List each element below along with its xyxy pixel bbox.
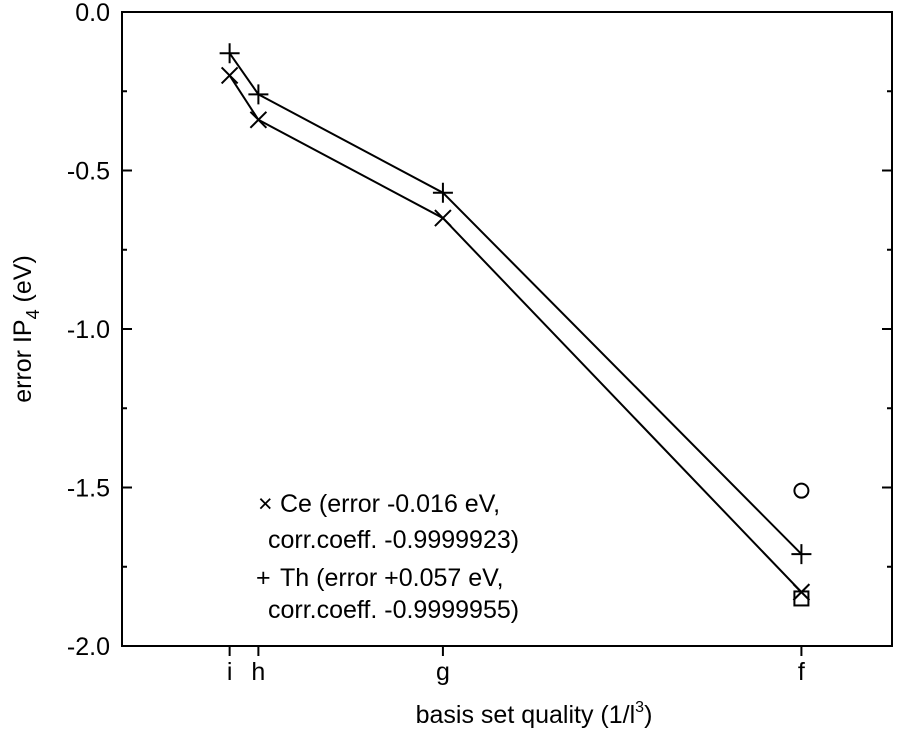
x-tick-label: i [227, 658, 233, 686]
point-th [219, 43, 240, 64]
markers [219, 43, 812, 607]
point-ce [249, 111, 268, 129]
point-th [791, 544, 812, 565]
ticks [122, 11, 892, 656]
legend-marker-ce: × [258, 490, 273, 518]
y-tick-label: -1.5 [67, 475, 110, 503]
series-line-ce [228, 74, 803, 593]
legend-text-th-line1: Th (error +0.057 eV, [280, 564, 504, 592]
point-ce [220, 66, 239, 85]
legend-text-ce-line2: corr.coeff. -0.9999923) [268, 526, 519, 554]
y-tick-label: -1.0 [67, 316, 110, 344]
series-lines [228, 52, 803, 593]
extra-point-square [793, 590, 810, 607]
x-tick-label: f [798, 658, 805, 686]
series-line-th [228, 52, 803, 555]
legend-marker-th: + [256, 564, 271, 592]
legend-text-ce-line1: Ce (error -0.016 eV, [280, 490, 500, 518]
legend-entry-th: + Th (error +0.057 eV, corr.coeff. -0.99… [256, 564, 519, 624]
y-tick-label: -0.5 [67, 158, 110, 186]
point-th [248, 84, 269, 105]
y-axis-label: error IP4 (eV) [9, 255, 43, 403]
point-ce [434, 209, 452, 227]
legend: × Ce (error -0.016 eV, corr.coeff. -0.99… [256, 490, 519, 624]
x-tick-label: g [436, 658, 450, 686]
y-tick-label: 0.0 [75, 0, 110, 27]
x-tick-label: h [251, 658, 265, 686]
extra-point-circle [793, 482, 810, 499]
tick-labels: 0.0 -0.5 -1.0 -1.5 -2.0 i h g f [67, 0, 805, 686]
point-th [432, 182, 453, 203]
legend-text-th-line2: corr.coeff. -0.9999955) [268, 596, 519, 624]
y-tick-label: -2.0 [67, 633, 110, 661]
x-axis-label: basis set quality (1/l3) [416, 699, 653, 729]
legend-entry-ce: × Ce (error -0.016 eV, corr.coeff. -0.99… [258, 490, 519, 554]
